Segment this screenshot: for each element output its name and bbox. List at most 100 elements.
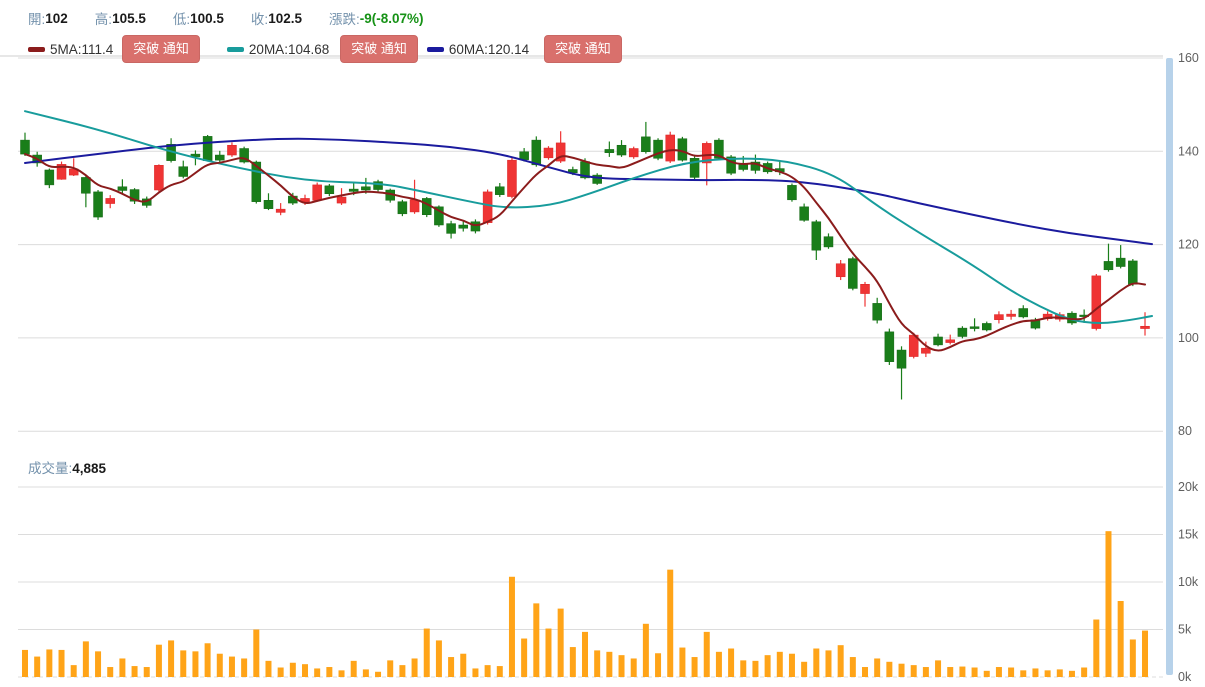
- volume-bar: [715, 651, 722, 677]
- volume-bar: [630, 658, 637, 677]
- axis-scroll-track[interactable]: [1166, 58, 1173, 675]
- candle-body: [1103, 261, 1114, 271]
- volume-value: 4,885: [72, 461, 107, 476]
- candle-body: [543, 147, 554, 159]
- candle-body: [726, 156, 736, 174]
- candle-body: [896, 349, 907, 369]
- volume-bar: [399, 665, 406, 677]
- volume-bar: [338, 670, 345, 677]
- volume-bar: [472, 668, 479, 677]
- volume-bar: [764, 655, 771, 677]
- candle-body: [665, 134, 675, 162]
- candle-body: [336, 196, 347, 204]
- volume-bar: [1093, 619, 1100, 677]
- ohlc-row: 開: 102 高: 105.5 低: 100.5 收: 102.5 漲跌: -9(-8.0…: [28, 8, 622, 28]
- ma-legend-row: 5MA:111.4 突破 通知 20MA:104.68 突破 通知 60MA:1…: [28, 35, 622, 63]
- candle-body: [689, 158, 700, 178]
- candle-body: [787, 185, 797, 201]
- volume-bar: [411, 658, 418, 677]
- candle-body: [458, 224, 469, 229]
- candle-body: [117, 186, 128, 191]
- volume-bar: [326, 667, 333, 677]
- volume-header: 成交量:4,885: [28, 457, 106, 477]
- candle-body: [44, 169, 55, 186]
- volume-bar: [995, 667, 1002, 677]
- ma20-breakout-alert-button[interactable]: 突破 通知: [340, 35, 418, 63]
- open-label: 開:: [28, 12, 46, 27]
- candle-body: [677, 138, 688, 161]
- volume-bar: [910, 665, 917, 677]
- price-axis-label: 140: [1178, 144, 1199, 158]
- candle-body: [275, 208, 286, 213]
- volume-bar: [533, 603, 540, 677]
- candle-body: [835, 263, 846, 278]
- candle-body: [714, 139, 724, 159]
- open-value: 102: [45, 10, 68, 26]
- volume-bar: [935, 660, 942, 677]
- volume-bar: [131, 666, 138, 677]
- volume-bar: [95, 651, 102, 677]
- volume-bar: [1142, 630, 1149, 677]
- volume-bar: [557, 608, 564, 677]
- ma60-label: 60MA:120.14: [448, 41, 530, 57]
- volume-bar: [569, 647, 576, 677]
- volume-bar: [1117, 601, 1124, 677]
- volume-bar: [484, 665, 491, 677]
- volume-bar: [168, 640, 175, 677]
- price-axis-label: 120: [1178, 238, 1199, 252]
- volume-bar: [606, 651, 613, 677]
- volume-axis-label: 20k: [1178, 480, 1199, 494]
- volume-bar: [886, 661, 893, 677]
- candle-body: [592, 174, 602, 184]
- volume-bar: [1105, 531, 1112, 677]
- volume-bar: [1032, 668, 1039, 677]
- candle-body: [507, 159, 517, 197]
- candle-body: [1006, 313, 1016, 317]
- candle-body: [202, 136, 213, 161]
- price-axis-label: 100: [1178, 331, 1199, 345]
- candle-body: [811, 221, 822, 251]
- candle-body: [312, 184, 322, 201]
- candle-body: [227, 144, 237, 156]
- volume-bar: [46, 649, 53, 677]
- candle-body: [531, 139, 542, 166]
- volume-bar: [691, 657, 698, 677]
- candle-body: [981, 323, 992, 331]
- volume-bar: [740, 660, 747, 677]
- ma60-line: [24, 137, 1153, 246]
- volume-bar: [448, 657, 455, 677]
- candle-body: [300, 198, 310, 202]
- price-axis-label: 160: [1178, 51, 1199, 65]
- ma60-breakout-alert-button[interactable]: 突破 通知: [544, 35, 622, 63]
- volume-bar: [1129, 639, 1136, 677]
- candle-body: [653, 139, 663, 159]
- candle-body: [884, 331, 895, 362]
- candle-body: [994, 314, 1004, 320]
- volume-bar: [1020, 670, 1027, 677]
- volume-bar: [508, 576, 515, 677]
- volume-bar: [776, 651, 783, 677]
- volume-bar: [228, 656, 235, 677]
- candle-body: [105, 198, 115, 204]
- volume-bar: [314, 668, 321, 677]
- candle-body: [921, 347, 931, 354]
- volume-bar: [58, 649, 65, 677]
- volume-bar: [155, 644, 162, 677]
- candle-body: [239, 148, 249, 163]
- volume-bar: [143, 667, 150, 677]
- volume-bar: [192, 651, 199, 677]
- candle-body: [263, 200, 274, 209]
- volume-bar: [1068, 670, 1075, 677]
- ma5-breakout-alert-button[interactable]: 突破 通知: [122, 35, 200, 63]
- candle-body: [616, 144, 627, 156]
- ma20-legend: 20MA:104.68: [226, 42, 329, 57]
- candle-body: [495, 186, 505, 195]
- ma5-legend: 5MA:111.4: [28, 42, 113, 57]
- volume-bar: [801, 661, 808, 677]
- ma60-legend: 60MA:120.14: [426, 41, 530, 57]
- candle-body: [1115, 257, 1126, 267]
- volume-bar: [375, 671, 382, 677]
- volume-bar: [180, 650, 187, 677]
- low-label: 低:: [172, 12, 191, 27]
